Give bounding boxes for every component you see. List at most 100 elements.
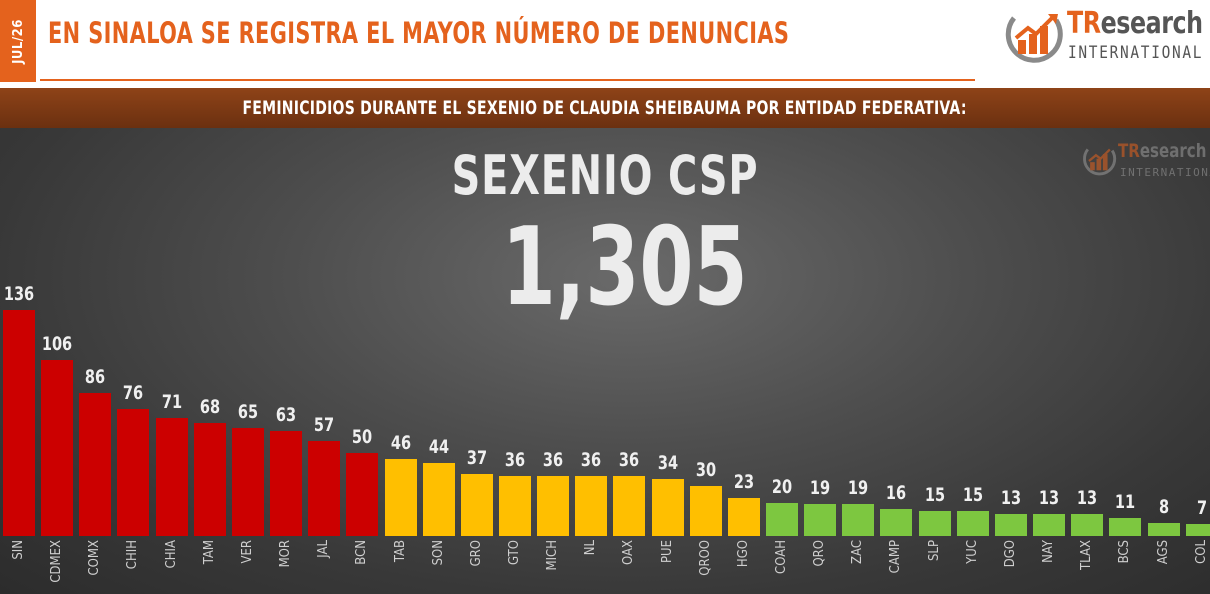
category-label: CDMEX: [49, 540, 65, 583]
category-label: CHIH: [125, 540, 141, 570]
bar-tlax: [1071, 514, 1104, 536]
bar-chih: [117, 409, 150, 536]
value-label: 15: [924, 484, 945, 507]
bar-camp: [880, 509, 913, 536]
value-label: 57: [314, 414, 335, 437]
bar-bcs: [1109, 517, 1142, 536]
value-label: 36: [504, 449, 526, 472]
value-label: 76: [123, 382, 144, 405]
category-label: BCN: [354, 540, 370, 565]
category-label: PUE: [659, 540, 675, 564]
watermark-name-accent: TR: [1118, 140, 1140, 162]
value-label: 23: [733, 470, 754, 493]
bar-nay: [1033, 514, 1066, 536]
title-underline: [40, 79, 975, 81]
bar-sin: [3, 309, 35, 536]
bar-oax: [613, 476, 646, 536]
watermark-name: TResearch: [1118, 140, 1206, 162]
logo: TResearch INTERNATIONAL: [1004, 6, 1210, 70]
category-label: NAY: [1041, 540, 1057, 563]
category-label: MOR: [278, 540, 294, 568]
bar-gro: [460, 474, 493, 536]
bar-slp: [918, 511, 951, 536]
bar-comx: [79, 392, 112, 536]
value-label: 13: [1038, 487, 1060, 510]
bar-pue: [651, 479, 684, 536]
value-label: 13: [1077, 487, 1098, 510]
subtitle-band: FEMINICIDIOS DURANTE EL SEXENIO DE CLAUD…: [0, 88, 1210, 128]
category-label: SIN: [11, 540, 26, 560]
value-label: 46: [390, 432, 411, 455]
value-label: 34: [657, 452, 678, 475]
category-label: QROO: [697, 540, 713, 576]
bar-tab: [384, 459, 417, 536]
category-label: NL: [583, 540, 599, 556]
bar-mich: [537, 476, 570, 536]
value-label: 20: [771, 475, 793, 498]
value-label: 36: [542, 449, 564, 472]
value-label: 65: [237, 400, 258, 423]
category-label: QRO: [812, 540, 828, 567]
category-label: GRO: [468, 540, 484, 567]
category-label: SLP: [926, 540, 942, 561]
value-label: 37: [466, 447, 487, 470]
category-label: VER: [239, 540, 255, 564]
category-label: CHIA: [163, 540, 179, 569]
chart-title: SEXENIO CSP: [0, 144, 1210, 207]
value-label: 136: [3, 282, 35, 305]
logo-name-accent: TR: [1067, 6, 1101, 41]
value-label: 30: [695, 459, 716, 482]
bar-dgo: [994, 514, 1027, 536]
bar-qro: [804, 504, 837, 536]
logo-subtitle: INTERNATIONAL: [1068, 43, 1204, 63]
bar-bcn: [346, 452, 379, 536]
value-label: 13: [1000, 487, 1021, 510]
bar-gto: [498, 476, 531, 536]
category-label: MICH: [545, 540, 561, 571]
bar-cdmex: [41, 359, 74, 536]
category-label: TAB: [392, 540, 408, 563]
category-label: BCS: [1117, 540, 1133, 564]
value-label: 8: [1158, 495, 1169, 518]
value-label: 106: [41, 332, 73, 355]
value-label: 44: [428, 435, 449, 458]
logo-name: TResearch: [1067, 6, 1203, 41]
value-label: 36: [581, 449, 602, 472]
value-label: 7: [1196, 497, 1207, 520]
bar-yuc: [956, 511, 989, 536]
category-label: TLAX: [1079, 540, 1095, 570]
value-label: 36: [619, 449, 640, 472]
category-label: AGS: [1155, 540, 1171, 565]
bar-col: [1185, 524, 1210, 536]
bar-chia: [155, 417, 188, 536]
chart-logo-icon: [1005, 14, 1063, 63]
header: JUL/26 EN SINALOA SE REGISTRA EL MAYOR N…: [0, 0, 1210, 83]
category-label: GTO: [506, 540, 522, 565]
category-label: TAM: [201, 540, 217, 565]
value-label: 68: [199, 395, 220, 418]
bar-nl: [575, 476, 608, 536]
bar-hgo: [727, 497, 760, 536]
logo-name-rest: esearch: [1100, 6, 1203, 41]
total-count: 1,305: [0, 214, 1210, 322]
category-label: ZAC: [850, 540, 866, 564]
category-label: COL: [1193, 540, 1209, 564]
chart-title-text: SEXENIO CSP: [451, 144, 759, 207]
total-count-text: 1,305: [502, 205, 748, 330]
watermark-logo: TResearch INTERNATIONAL: [1082, 138, 1210, 190]
value-label: 63: [275, 404, 297, 427]
category-label: YUC: [964, 540, 980, 564]
watermark-subtitle: INTERNATIONAL: [1120, 166, 1210, 179]
category-label: COAH: [774, 540, 789, 574]
bar-coah: [766, 502, 798, 536]
bar-jal: [308, 441, 341, 536]
value-label: 19: [810, 477, 831, 500]
watermark-name-rest: esearch: [1139, 140, 1207, 162]
bar-mor: [270, 431, 303, 536]
bar-ver: [231, 427, 264, 536]
bar-ags: [1147, 522, 1180, 536]
bar-son: [422, 462, 455, 536]
value-label: 11: [1115, 490, 1136, 513]
category-label: HGO: [735, 540, 751, 568]
category-label: JAL: [316, 540, 332, 558]
